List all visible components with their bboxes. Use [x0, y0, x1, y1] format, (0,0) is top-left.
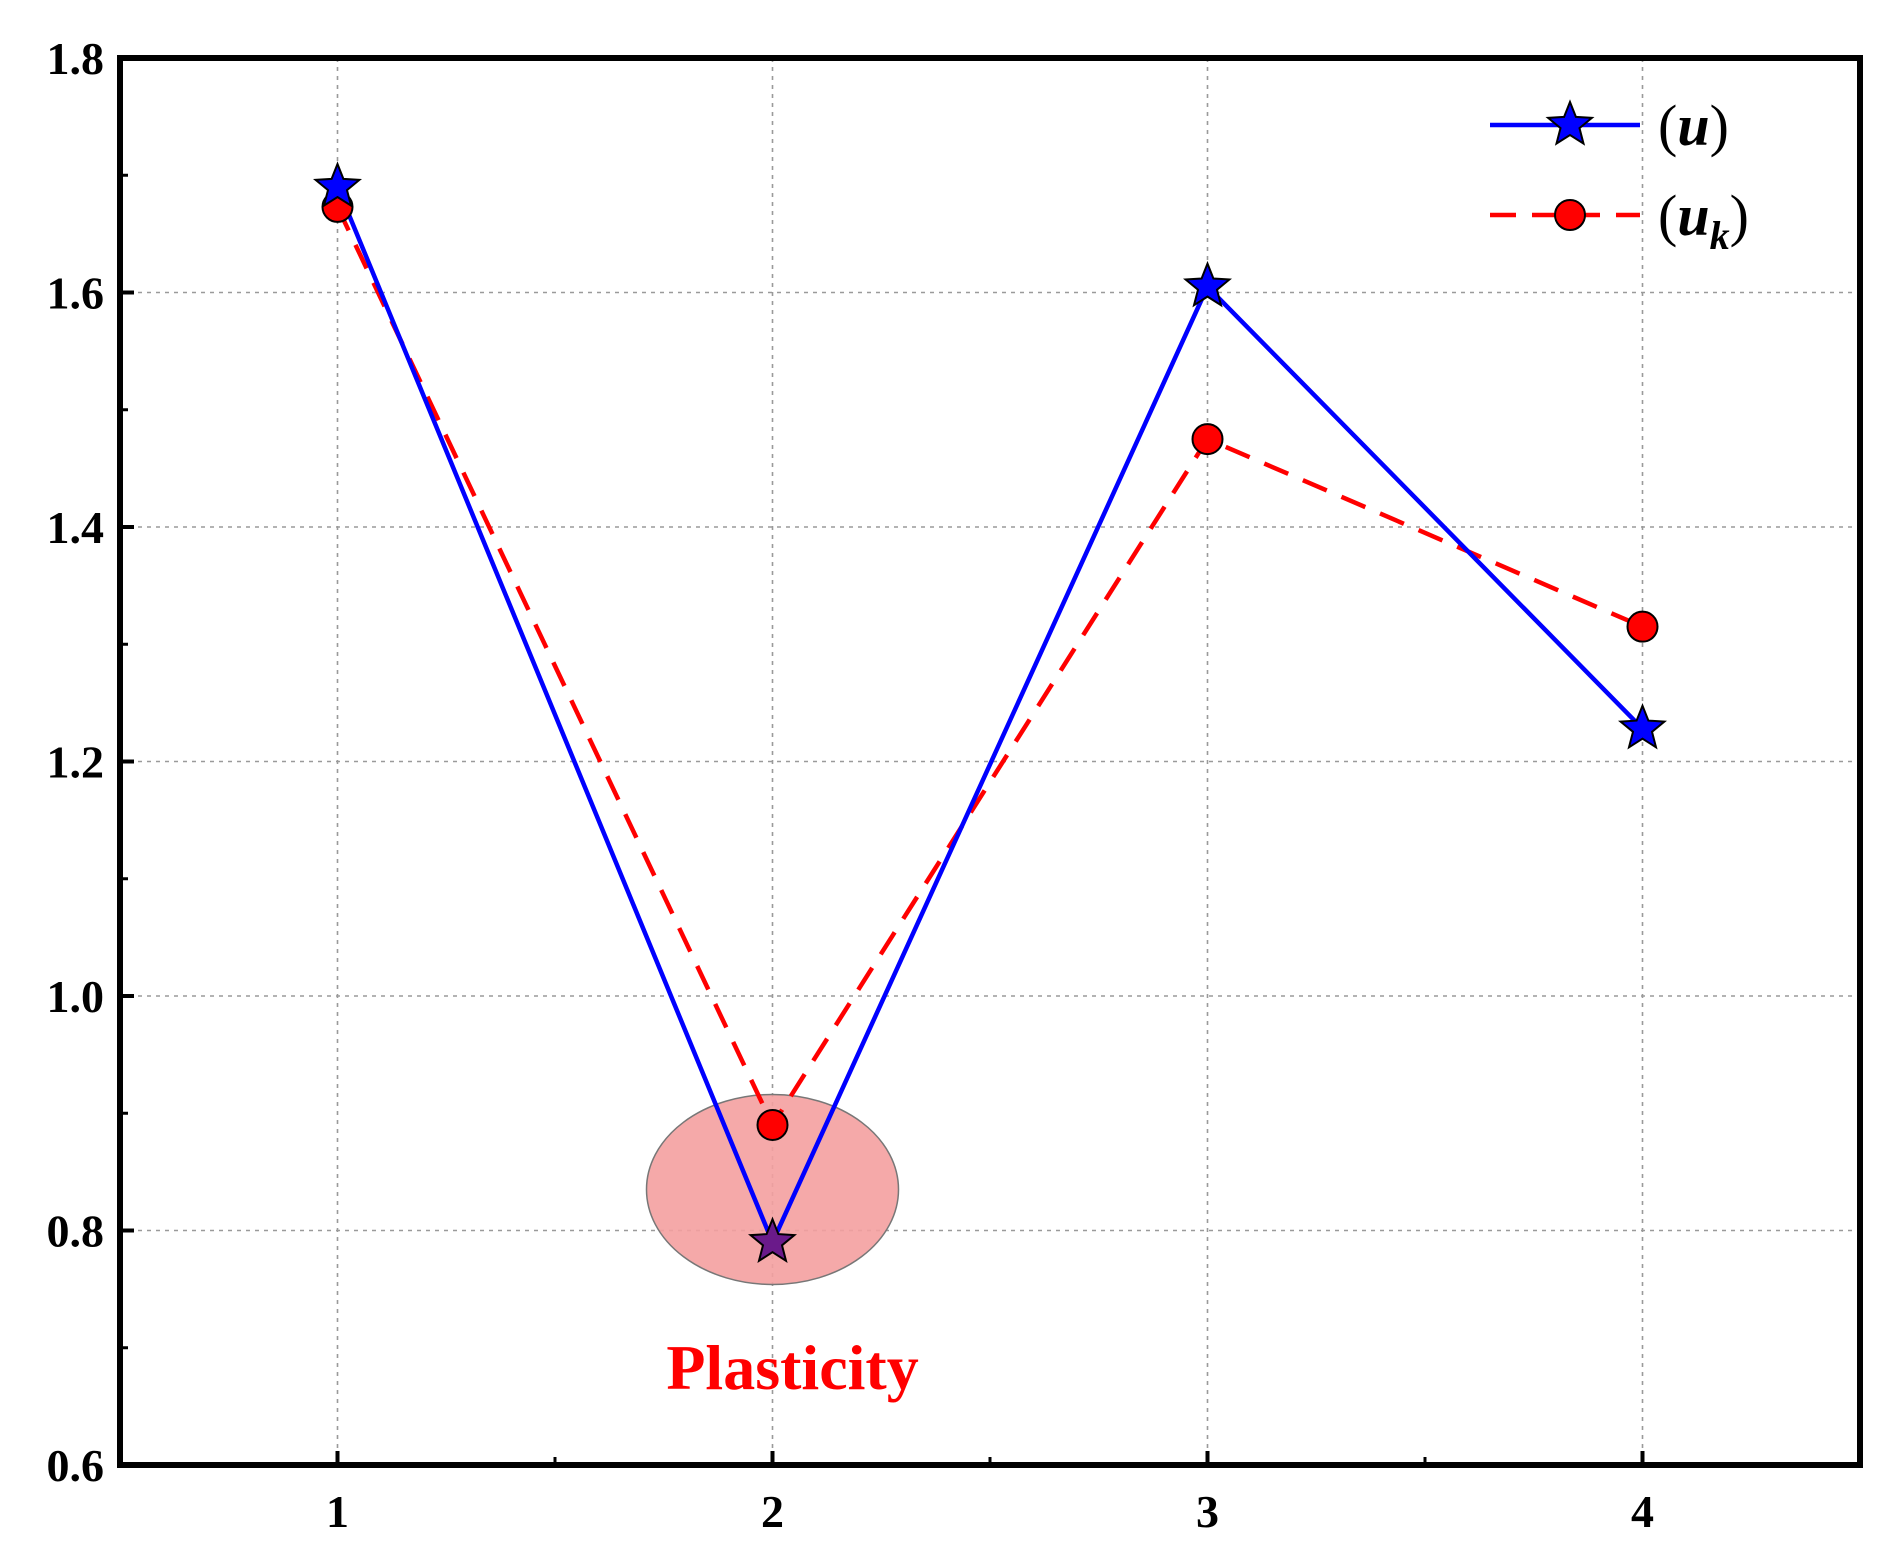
y-tick-label: 0.8 — [47, 1206, 105, 1257]
series-lines — [313, 161, 1667, 1264]
data-point-u — [1618, 702, 1667, 750]
legend-marker-u_k — [1554, 199, 1586, 231]
y-tick-label: 1.8 — [47, 33, 105, 84]
y-tick-label: 1.4 — [47, 502, 105, 553]
axis-ticks — [120, 56, 1645, 1467]
y-tick-label: 0.6 — [47, 1440, 105, 1491]
tick-labels: 0.6 0.8 1.0 1.2 1.4 1.6 1.8 1 2 3 4 — [47, 33, 1655, 1537]
legend-label-u: (u) — [1658, 93, 1729, 158]
data-point-u_k — [1191, 423, 1224, 456]
data-point-u_k — [756, 1108, 789, 1141]
plasticity-highlight — [645, 1093, 900, 1286]
legend: (u) (uk) — [1490, 93, 1749, 258]
y-tick-label: 1.6 — [47, 268, 105, 319]
y-tick-label: 1.0 — [47, 971, 105, 1022]
data-point-u — [748, 1216, 797, 1264]
x-tick-label: 1 — [326, 1486, 349, 1537]
legend-marker-u — [1545, 99, 1595, 146]
x-tick-label: 4 — [1631, 1486, 1654, 1537]
legend-label-u_k: (uk) — [1658, 183, 1749, 258]
data-point-u — [313, 161, 362, 208]
y-tick-label: 1.2 — [47, 737, 105, 788]
data-point-u — [1183, 260, 1232, 308]
series-line-u_k — [335, 205, 1644, 1130]
series-line-u — [335, 186, 1645, 1248]
plasticity-label: Plasticity — [666, 1332, 918, 1403]
data-point-u_k — [1626, 610, 1659, 643]
x-tick-label: 2 — [761, 1486, 784, 1537]
x-tick-label: 3 — [1196, 1486, 1219, 1537]
